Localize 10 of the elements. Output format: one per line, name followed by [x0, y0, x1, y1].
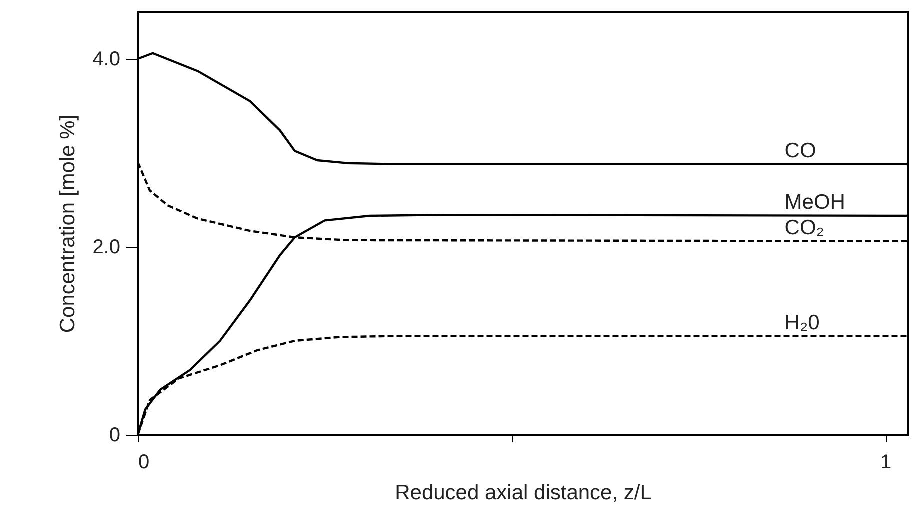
- y-tick-label: 0: [109, 424, 120, 446]
- series-label: H₂0: [784, 311, 820, 334]
- series-label: CO: [784, 139, 816, 162]
- x-tick-label: 1: [880, 452, 892, 474]
- x-axis-title: Reduced axial distance, z/L: [395, 482, 652, 504]
- series-label: MeOH: [784, 190, 846, 214]
- series-label: CO₂: [784, 216, 824, 240]
- y-tick-label: 4.0: [92, 48, 120, 70]
- y-axis-title: Concentration [mole %]: [56, 114, 80, 334]
- y-tick-label: 2.0: [92, 236, 120, 258]
